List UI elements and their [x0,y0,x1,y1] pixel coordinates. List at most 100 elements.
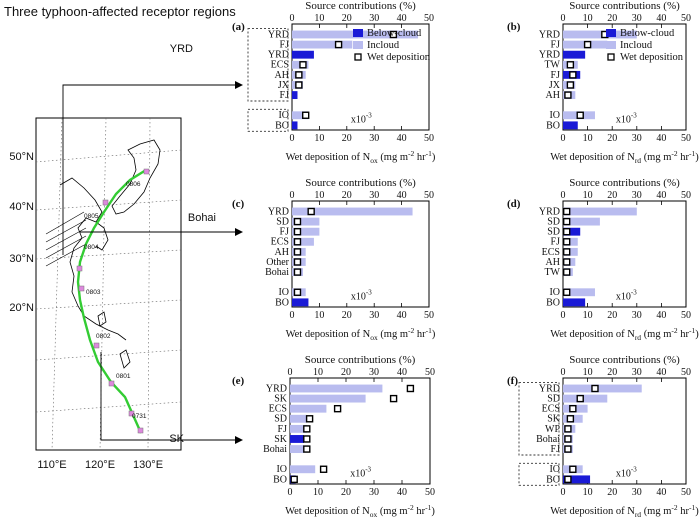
top-tick-label: 20 [342,13,352,24]
top-tick-label: 20 [607,13,617,24]
map-coastline [59,139,161,369]
wet-deposition-marker [406,384,415,393]
bottom-tick-label: 40 [656,133,666,144]
bar-incloud [292,111,309,120]
axis-title-unit: (mg m [641,329,671,340]
bar-incloud [292,40,353,49]
top-axis-title: Source contributions (%) [305,177,416,189]
bar-incloud [290,394,366,403]
axis-title-exp: -1 [689,503,695,512]
wet-deposition-marker [566,61,575,69]
axis-title-exp: -2 [408,149,414,158]
bottom-axis-title: Wet deposition of Nrd (mg m-2 hr-1) [550,149,699,165]
category-label: AH [275,247,289,258]
track-label: 0801 [116,373,131,380]
category-label: YRD [266,383,287,394]
bar-below-cloud [563,298,586,307]
category-label: FJ [551,40,561,51]
bottom-tick-label: 50 [425,487,435,498]
category-label: SD [274,414,287,425]
scale-note: x10-3 [616,465,637,479]
wet-deposition-marker [564,425,572,433]
top-tick-label: 20 [607,190,617,201]
top-tick-label: 50 [681,190,691,201]
bar-incloud [290,404,327,413]
wet-deposition-marker [564,91,572,99]
top-tick-label: 10 [314,13,324,24]
bar-incloud [563,394,608,403]
wet-deposition-marker [333,404,342,413]
lat-label: 20°N [9,302,34,314]
category-label: SK [547,414,561,425]
bar-incloud [290,384,383,393]
axis-title-sub: rd [635,156,641,165]
arrow-label-yrd: YRD [170,43,193,55]
category-label: IO [549,287,560,298]
category-label: SK [274,434,288,445]
wet-deposition-marker [389,394,398,403]
wet-deposition-marker [562,258,571,266]
axis-title-unit: ) [695,506,699,517]
top-tick-label: 0 [561,367,566,378]
top-tick-label: 30 [632,13,642,24]
axis-title-unit: hr [414,152,426,163]
bottom-tick-label: 20 [607,133,617,144]
top-tick-label: 0 [290,190,295,201]
top-tick-label: 30 [632,367,642,378]
axis-title-unit: ) [432,329,436,340]
wet-deposition-marker [307,207,315,216]
wet-deposition-marker [302,111,310,119]
bottom-tick-label: 20 [342,310,352,321]
track-label: 0803 [86,289,101,296]
track-label: 0804 [84,244,99,251]
lat-label: 50°N [9,151,34,163]
panel-label: (d) [507,198,521,210]
category-label: IO [549,110,560,121]
bottom-tick-label: 50 [681,487,691,498]
panel-label: (a) [232,21,245,33]
axis-title-exp: -1 [426,149,432,158]
category-label: IO [278,287,289,298]
bottom-axis-title: Wet deposition of Nox (mg m-2 hr-1) [285,503,435,519]
bar-incloud [563,207,637,216]
axis-title-exp: -1 [689,149,695,158]
bar-below-cloud [292,121,298,130]
legend-swatch-incloud [353,41,363,49]
bar-incloud [290,414,307,423]
bottom-tick-label: 40 [397,310,407,321]
bar-incloud [290,465,316,474]
bottom-tick-label: 10 [314,133,324,144]
top-tick-label: 50 [424,190,434,201]
lon-label: 130°E [133,459,163,471]
axis-title-sub: rd [635,510,641,519]
bottom-axis-title: Wet deposition of Nox (mg m-2 hr-1) [286,149,436,165]
bottom-axis-title: Wet deposition of Nrd (mg m-2 hr-1) [550,503,699,519]
category-label: IO [276,464,287,475]
category-label: AH [275,70,289,81]
top-tick-label: 30 [369,190,379,201]
bottom-tick-label: 30 [369,310,379,321]
axis-title-unit: ) [695,152,699,163]
top-axis-title: Source contributions (%) [569,354,680,366]
axis-title-exp: -1 [426,326,432,335]
top-tick-label: 40 [656,190,666,201]
wet-deposition-marker [576,111,584,119]
category-label: YRD [268,29,289,40]
axis-title-exp: -2 [671,149,677,158]
bottom-tick-label: 10 [583,310,593,321]
group-box [518,382,560,456]
category-label: BO [275,120,289,131]
bottom-tick-label: 20 [607,487,617,498]
category-label: WP [545,424,560,435]
top-tick-label: 0 [561,13,566,24]
top-axis-title: Source contributions (%) [569,0,680,12]
bar-incloud [292,227,320,236]
axis-title-unit: ) [695,329,699,340]
track-labels: 0806 0805 0804 0803 0802 0801 0731 [84,181,147,420]
legend-swatch-wet-deposition [354,53,362,61]
bar-incloud [292,237,314,246]
wet-deposition-marker [566,415,575,423]
scale-exponent: -3 [365,465,371,473]
bottom-tick-label: 0 [288,487,293,498]
